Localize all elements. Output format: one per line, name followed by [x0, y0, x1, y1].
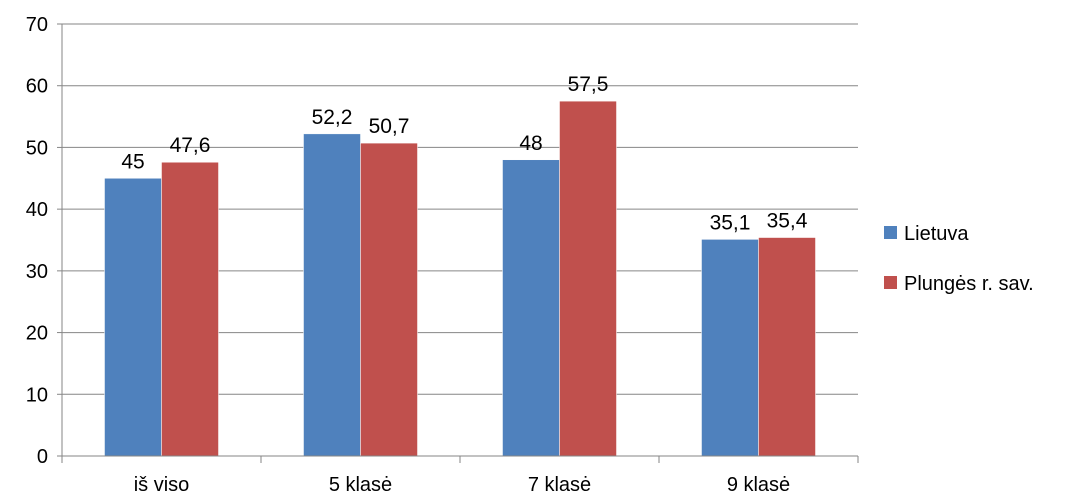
- data-label: 47,6: [170, 134, 211, 157]
- legend: Lietuva Plungės r. sav.: [884, 223, 1034, 295]
- data-label: 52,2: [312, 106, 353, 129]
- data-label: 50,7: [369, 115, 410, 138]
- y-tick-label: 50: [26, 137, 48, 159]
- x-tick-label: iš viso: [134, 474, 190, 496]
- legend-label: Plungės r. sav.: [904, 273, 1034, 295]
- data-label: 35,1: [710, 211, 751, 234]
- data-label: 35,4: [767, 210, 808, 233]
- legend-swatch: [884, 226, 897, 239]
- legend-label: Lietuva: [904, 223, 969, 245]
- y-tick-label: 30: [26, 261, 48, 283]
- bar: [701, 239, 759, 457]
- bar: [161, 161, 219, 457]
- data-label: 45: [121, 150, 144, 173]
- bar: [502, 159, 560, 457]
- legend-swatch: [884, 276, 897, 289]
- data-label: 57,5: [568, 73, 609, 96]
- y-tick-label: 40: [26, 199, 48, 221]
- y-tick-label: 10: [26, 384, 48, 406]
- x-tick-label: 9 klasė: [727, 474, 790, 496]
- y-tick-label: 70: [26, 14, 48, 36]
- y-tick-label: 20: [26, 323, 48, 345]
- bar: [559, 100, 617, 457]
- data-label: 48: [519, 132, 542, 155]
- axes: 0 10 20 30 40 50 60 70 iš viso 5 klasė 7 klasė 9 kl…: [26, 14, 859, 496]
- data-labels: 45 47,6 52,2 50,7 48 57,5 35,1 35,4: [121, 73, 807, 234]
- y-tick-label: 0: [37, 446, 48, 468]
- bars: [104, 100, 816, 457]
- y-tick-label: 60: [26, 76, 48, 98]
- bar: [104, 178, 162, 457]
- x-tick-label: 5 klasė: [329, 474, 392, 496]
- bar: [303, 133, 361, 457]
- bar: [758, 237, 816, 457]
- bar: [360, 142, 418, 457]
- x-tick-label: 7 klasė: [528, 474, 591, 496]
